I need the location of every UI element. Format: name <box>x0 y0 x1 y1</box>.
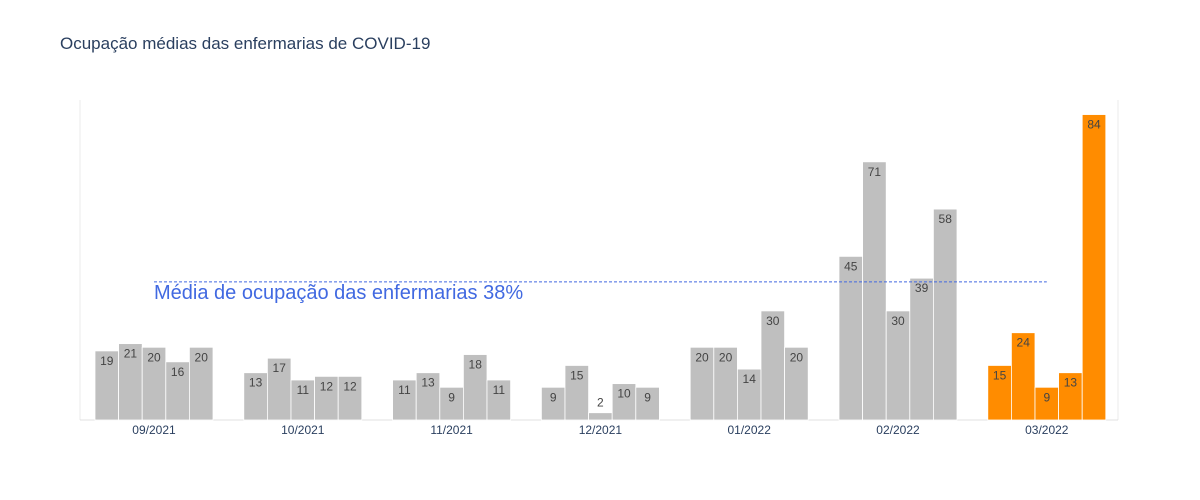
x-tick-label-03-2022: 03/2022 <box>1025 423 1069 437</box>
bar-label-02-2022-4: 39 <box>915 281 929 295</box>
bar-label-01-2022-2: 20 <box>719 350 733 364</box>
bar-label-02-2022-1: 45 <box>844 259 858 273</box>
bar-02-2022-2 <box>862 161 887 421</box>
bar-10-2021-5 <box>337 375 363 421</box>
bar-02-2022-1 <box>838 255 864 421</box>
bar-label-11-2021-2: 13 <box>421 376 435 390</box>
bar-label-10-2021-1: 13 <box>249 376 263 390</box>
bar-label-02-2022-5: 58 <box>939 212 953 226</box>
bar-02-2022-5 <box>933 208 958 421</box>
bar-label-09-2021-4: 16 <box>171 365 185 379</box>
average-label: Média de ocupação das enfermarias 38% <box>154 282 523 304</box>
bar-label-11-2021-5: 11 <box>493 383 506 397</box>
bar-label-03-2022-5: 84 <box>1087 118 1101 132</box>
bar-02-2022-4 <box>909 277 934 421</box>
bar-label-03-2022-1: 15 <box>993 368 1007 382</box>
x-tick-label-11-2021: 11/2021 <box>430 423 473 437</box>
bar-label-12-2021-5: 9 <box>644 390 651 404</box>
x-tick-label-12-2021: 12/2021 <box>579 423 623 437</box>
labels-layer: 19 21 20 16 20 13 17 11 12 12 11 13 9 18 11 9 15 2 10 9 20 20… <box>100 118 1101 410</box>
bar-label-03-2022-2: 24 <box>1017 336 1031 350</box>
bar-label-03-2022-3: 9 <box>1043 390 1050 404</box>
bar-label-10-2021-2: 17 <box>273 361 287 375</box>
bar-label-12-2021-4: 10 <box>617 387 631 401</box>
bar-label-09-2021-5: 20 <box>195 350 209 364</box>
bar-label-01-2022-3: 14 <box>743 372 757 386</box>
bar-label-09-2021-1: 19 <box>100 354 114 368</box>
bar-label-12-2021-1: 9 <box>550 390 557 404</box>
bar-label-02-2022-3: 30 <box>891 314 905 328</box>
bars-layer <box>94 114 1107 421</box>
bar-label-01-2022-1: 20 <box>695 350 709 364</box>
bar-09-2021-5 <box>188 346 214 421</box>
bar-03-2022-2 <box>1011 332 1036 421</box>
bar-label-12-2021-2: 15 <box>570 368 584 382</box>
bar-label-10-2021-5: 12 <box>343 379 357 393</box>
bar-03-2022-5 <box>1081 114 1107 421</box>
bar-label-02-2022-2: 71 <box>868 165 882 179</box>
ticks-layer: 09/2021 10/2021 11/2021 12/2021 01/2022 02/20… <box>132 423 1069 437</box>
x-tick-label-09-2021: 09/2021 <box>132 423 176 437</box>
bar-label-10-2021-4: 12 <box>320 379 334 393</box>
average-layer: Média de ocupação das enfermarias 38% <box>154 281 1047 304</box>
bar-label-11-2021-4: 18 <box>469 358 483 372</box>
bar-label-03-2022-4: 13 <box>1064 376 1078 390</box>
bar-label-09-2021-3: 20 <box>147 350 161 364</box>
bar-01-2022-5 <box>784 346 809 421</box>
bar-label-09-2021-2: 21 <box>124 347 138 361</box>
bar-label-01-2022-4: 30 <box>766 314 780 328</box>
bar-12-2021-5 <box>635 386 660 421</box>
bar-label-01-2022-5: 20 <box>790 350 804 364</box>
x-tick-label-01-2022: 01/2022 <box>728 423 772 437</box>
x-tick-label-02-2022: 02/2022 <box>876 423 920 437</box>
bar-label-11-2021-3: 9 <box>448 390 455 404</box>
bar-11-2021-5 <box>486 379 512 421</box>
bar-12-2021-2 <box>564 365 590 421</box>
bar-12-2021-3 <box>588 412 613 421</box>
bar-label-10-2021-3: 11 <box>297 383 310 397</box>
bar-label-12-2021-3: 2 <box>597 396 604 410</box>
bar-label-11-2021-1: 11 <box>398 383 411 397</box>
x-tick-label-10-2021: 10/2021 <box>281 423 325 437</box>
chart-title: Ocupação médias das enfermarias de COVID… <box>60 34 431 53</box>
